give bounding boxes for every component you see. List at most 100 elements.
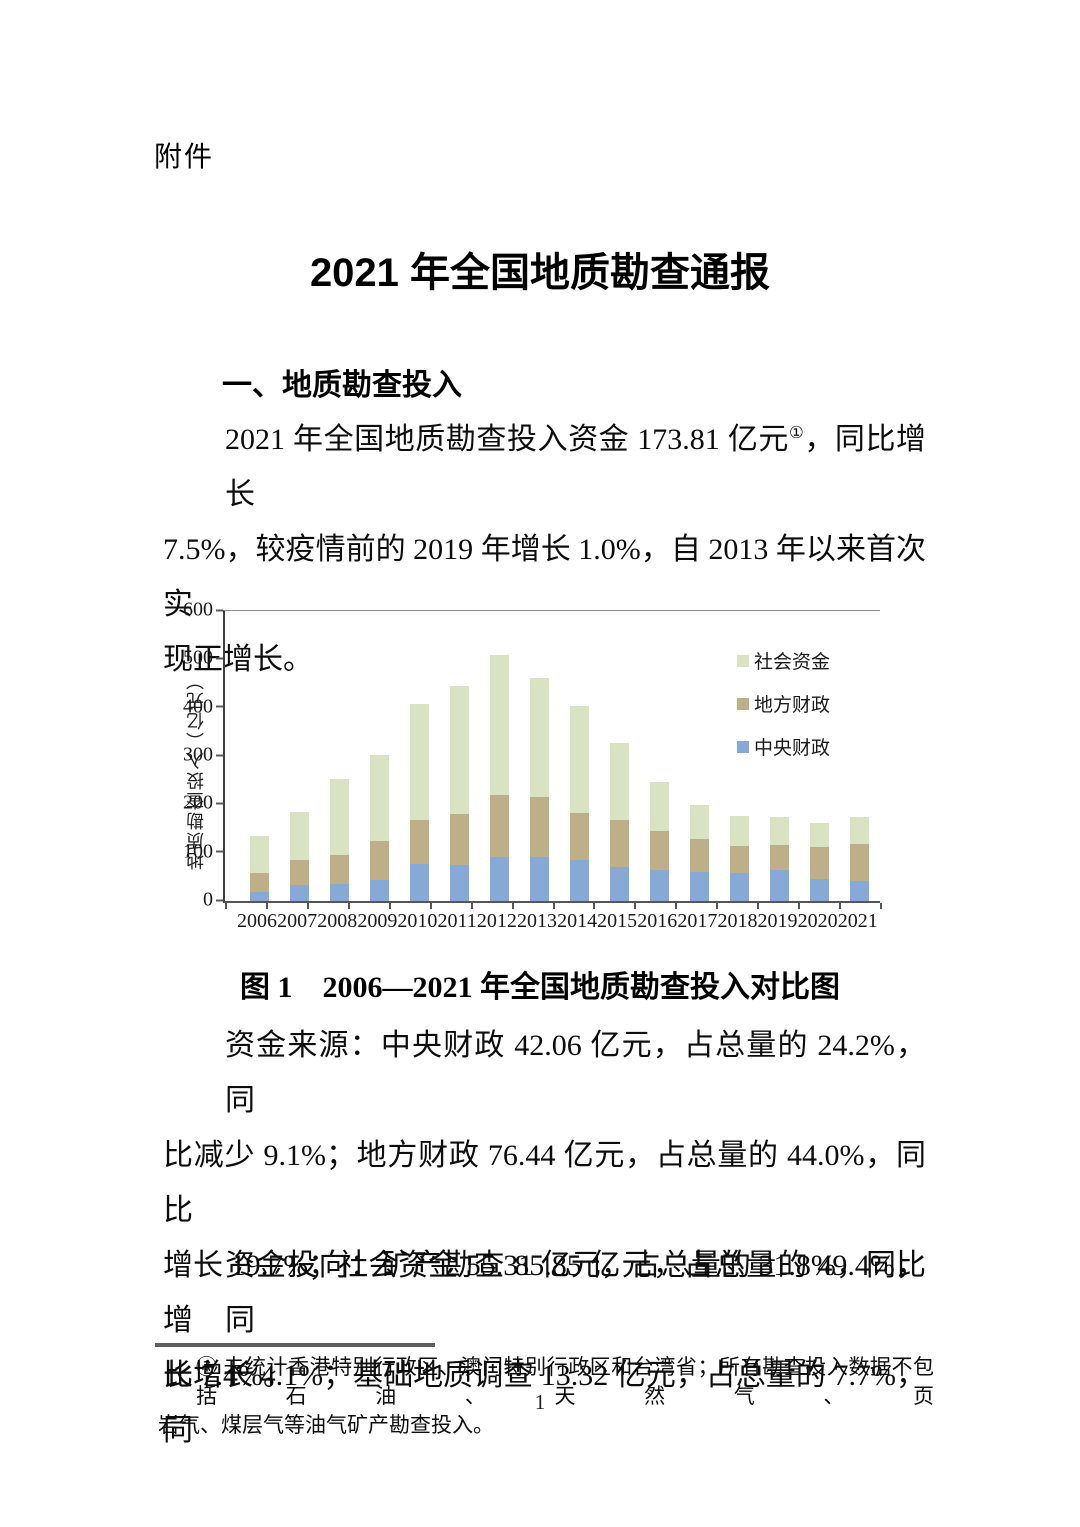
bar-segment-中央财政-2012 bbox=[489, 856, 509, 901]
x-label-2010: 2010 bbox=[397, 910, 438, 932]
y-tick-300: 300 bbox=[183, 744, 223, 767]
bar-2015 bbox=[610, 742, 630, 901]
x-tick-mark bbox=[675, 903, 678, 909]
y-tick-label: 200 bbox=[183, 791, 213, 814]
footnote-ref: ① bbox=[788, 423, 805, 442]
y-tick-mark bbox=[216, 850, 223, 853]
bar-segment-中央财政-2017 bbox=[690, 872, 710, 901]
x-tick-mark bbox=[593, 903, 596, 909]
x-label-2016: 2016 bbox=[637, 910, 678, 932]
legend-item-中央财政: 中央财政 bbox=[736, 733, 830, 760]
legend-item-社会资金: 社会资金 bbox=[736, 647, 830, 674]
bar-segment-社会资金-2008 bbox=[329, 778, 349, 856]
bar-segment-社会资金-2013 bbox=[529, 678, 549, 798]
text-line: 7.5%，较疫情前的 2019 年增长 1.0%，自 2013 年以来首次实 bbox=[163, 533, 926, 621]
bar-segment-中央财政-2020 bbox=[810, 878, 830, 901]
y-tick-mark bbox=[216, 899, 223, 901]
bar-segment-中央财政-2006 bbox=[249, 892, 269, 901]
text-line: 长 7.4%。 bbox=[163, 1359, 293, 1392]
bar-segment-地方财政-2019 bbox=[770, 844, 790, 871]
chart-y-axis: 0 100 200 300 400 500 600 bbox=[183, 599, 223, 911]
y-tick-100: 100 bbox=[183, 840, 223, 863]
document-title: 2021 年全国地质勘查通报 bbox=[309, 251, 771, 295]
x-label-2012: 2012 bbox=[476, 910, 517, 932]
bar-segment-中央财政-2008 bbox=[329, 884, 349, 901]
bar-segment-中央财政-2021 bbox=[850, 880, 870, 901]
x-label-2011: 2011 bbox=[437, 910, 477, 932]
figure-1-chart: 地质勘查投入（亿元） 0 100 200 300 400 500 600 社会资金 地方财政中… bbox=[183, 588, 898, 948]
text-segment: ，同比增长 bbox=[225, 423, 927, 511]
x-tick-mark bbox=[839, 903, 842, 909]
y-tick-label: 500 bbox=[183, 646, 213, 669]
x-tick-mark bbox=[225, 903, 227, 909]
bar-2021 bbox=[850, 817, 870, 901]
legend-label: 地方财政 bbox=[753, 695, 830, 716]
bar-segment-地方财政-2006 bbox=[249, 872, 269, 893]
chart-x-axis-labels: 2006 2007 2008 2009 2010 2011 2012 2013 2014 2015… bbox=[223, 910, 878, 933]
y-tick-mark bbox=[216, 754, 223, 756]
bar-segment-社会资金-2021 bbox=[850, 817, 870, 844]
bar-2008 bbox=[329, 778, 349, 901]
bar-2006 bbox=[249, 835, 269, 901]
bar-segment-中央财政-2018 bbox=[730, 873, 750, 901]
footnote-line: 岩气、煤层气等油气矿产勘查投入。 bbox=[158, 1413, 494, 1437]
x-label-2018: 2018 bbox=[717, 910, 758, 932]
y-tick-600: 600 bbox=[183, 599, 223, 622]
bar-segment-地方财政-2021 bbox=[850, 843, 870, 881]
y-tick-label: 300 bbox=[183, 743, 213, 766]
x-tick-mark bbox=[306, 903, 309, 909]
paragraph-overview: 2021 年全国地质勘查投入资金 173.81 亿元①，同比增长 7.5%，较疫… bbox=[163, 412, 926, 687]
legend-swatch-icon bbox=[736, 740, 749, 753]
legend-label: 中央财政 bbox=[753, 738, 830, 759]
bar-segment-中央财政-2014 bbox=[570, 859, 590, 901]
chart-x-ticks bbox=[225, 903, 882, 909]
bar-segment-社会资金-2014 bbox=[570, 706, 590, 814]
bar-segment-地方财政-2018 bbox=[730, 845, 750, 873]
bar-2009 bbox=[369, 754, 389, 901]
x-label-2017: 2017 bbox=[677, 910, 718, 932]
x-label-2009: 2009 bbox=[357, 910, 398, 932]
y-tick-200: 200 bbox=[183, 792, 223, 815]
bar-2019 bbox=[770, 817, 790, 901]
x-label-2013: 2013 bbox=[516, 910, 557, 932]
y-tick-label: 400 bbox=[183, 695, 213, 718]
chart-legend: 社会资金地方财政中央财政 bbox=[736, 647, 830, 760]
bar-segment-社会资金-2012 bbox=[489, 654, 509, 795]
x-tick-mark bbox=[880, 903, 882, 909]
bar-segment-地方财政-2011 bbox=[449, 813, 469, 865]
x-tick-mark bbox=[265, 903, 268, 909]
bar-segment-地方财政-2015 bbox=[610, 820, 630, 867]
text-line: 比增长 4.1%；基础地质调查 13.32 亿元，占总量的 7.7%，同 bbox=[163, 1359, 926, 1447]
x-tick-mark bbox=[716, 903, 719, 909]
text-line: 比减少 9.1%；地方财政 76.44 亿元，占总量的 44.0%，同比 bbox=[163, 1139, 926, 1227]
chart-bars bbox=[225, 611, 880, 901]
bar-segment-地方财政-2017 bbox=[690, 839, 710, 872]
x-label-2008: 2008 bbox=[317, 910, 358, 932]
y-tick-mark bbox=[216, 802, 223, 805]
bar-segment-中央财政-2007 bbox=[289, 884, 309, 901]
legend-item-地方财政: 地方财政 bbox=[736, 690, 830, 717]
x-label-2015: 2015 bbox=[597, 910, 638, 932]
section-heading: 一、地质勘查投入 bbox=[222, 369, 462, 402]
bar-segment-社会资金-2016 bbox=[650, 781, 670, 831]
legend-swatch-icon bbox=[736, 697, 749, 710]
x-tick-mark bbox=[470, 903, 473, 909]
y-tick-mark bbox=[216, 705, 223, 708]
x-label-2019: 2019 bbox=[757, 910, 798, 932]
y-tick-400: 400 bbox=[183, 695, 223, 718]
x-tick-mark bbox=[511, 903, 514, 909]
bar-segment-社会资金-2006 bbox=[249, 835, 269, 873]
x-label-2014: 2014 bbox=[557, 910, 598, 932]
bar-segment-社会资金-2007 bbox=[289, 811, 309, 861]
bar-2012 bbox=[489, 654, 509, 901]
text-line: 增长 19.7%；社会资金 55.31 亿元，占总量的 31.8%，同比增 bbox=[163, 1249, 926, 1337]
bar-segment-中央财政-2015 bbox=[610, 866, 630, 901]
bar-segment-地方财政-2010 bbox=[409, 819, 429, 864]
y-tick-mark bbox=[216, 609, 223, 611]
bar-2014 bbox=[570, 706, 590, 901]
bar-2013 bbox=[529, 678, 549, 901]
bar-segment-地方财政-2013 bbox=[529, 797, 549, 857]
bar-segment-地方财政-2009 bbox=[369, 840, 389, 881]
text-line: 现正增长。 bbox=[163, 643, 313, 676]
